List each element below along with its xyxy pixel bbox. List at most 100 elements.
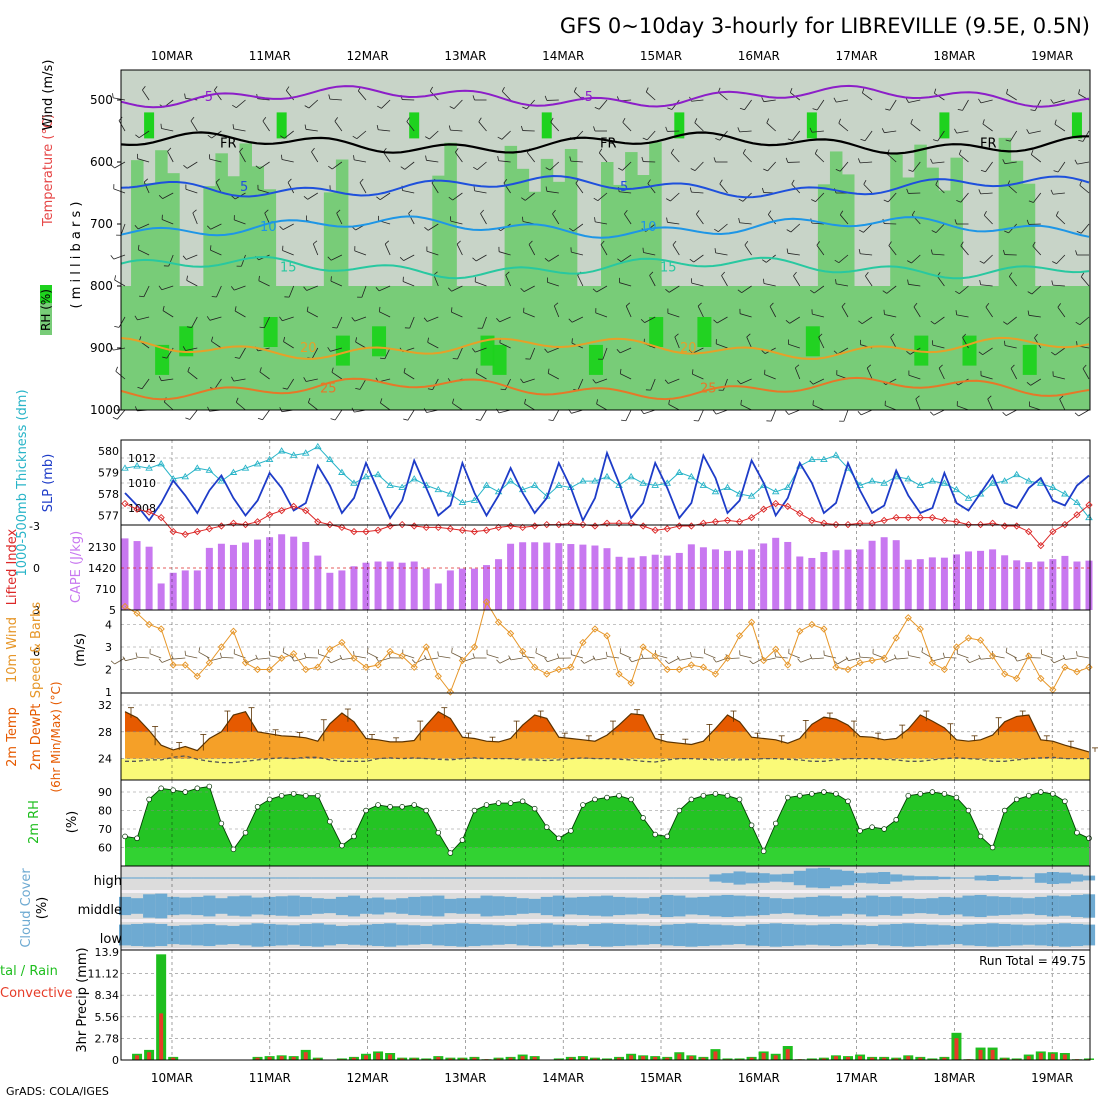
precip-convective-bar [135,1055,140,1060]
wind-barb [524,403,535,411]
wind-barb [1053,375,1065,380]
wind-barb [841,306,849,318]
wind-barb-flag [569,156,572,162]
wind-barb-flag [1004,230,1009,234]
wind-barb-flag [142,86,146,91]
wind-barb-flag [1075,250,1078,256]
wind-barb-flag [809,127,813,133]
wind-barb [1010,130,1018,142]
cloud-cell [203,923,216,947]
wind-barb-flag [605,651,608,657]
cloud-cell [1070,874,1084,882]
precip-convective-bar [376,1053,381,1060]
wind-barb-flag [598,148,603,154]
wind-barb [1033,192,1042,203]
wind-barb [985,306,993,318]
wind-barb-flag [1055,211,1059,216]
precip-convective-bar [303,1052,308,1060]
rh-mid-column [902,177,915,286]
wind-barb [933,409,945,416]
cloud-cell [576,877,589,879]
cloud-cell [1022,877,1035,879]
cloud-cell [432,877,445,879]
wind-barb-flag [452,398,455,404]
cloud-cell [721,894,734,918]
wind-barb-flag [785,410,789,415]
wind-barb [143,181,150,194]
wind-barb-flag [282,387,288,390]
cape-bar [579,544,587,610]
rh-marker [1086,835,1092,841]
cape-bar [302,541,310,610]
precip-tick: 2.78 [95,1032,120,1045]
wind-barb-flag [818,333,823,338]
thickness-marker [446,490,455,497]
wind-barb-flag [713,319,718,324]
rh-high-patch [674,112,685,139]
cloud-cell [323,877,336,879]
wind-barb [691,99,704,102]
wind-barb-flag [1006,88,1009,94]
wind-barb-flag [865,272,869,277]
wind-barb-flag [449,106,455,109]
cloud-cell [805,925,818,945]
wind-barb [1052,284,1065,287]
thickness-marker [579,477,587,484]
precip-tick: 8.34 [95,989,120,1002]
thickness-marker [241,464,250,471]
wind-barb-flag [1003,321,1008,325]
thickness-marker [747,492,756,499]
wind-barb-flag [858,652,861,658]
rh-high-patch [939,112,950,139]
wind10-speed-marker [278,654,286,662]
cape-bar [242,542,249,610]
cloud-cell [311,923,324,947]
wind-barb-flag [1004,340,1006,346]
lifted-index-marker [880,516,888,525]
cloud-cell [155,877,168,879]
wind-barb-flag [303,195,308,200]
cloud-cell [697,877,710,879]
wind-barb [216,285,222,298]
wind-barb [889,99,897,111]
wind-barb [137,316,150,321]
precip-units-label: 3hr Precip (mm) [75,947,90,1052]
wind-barb-flag [785,319,790,324]
wind-barb [619,191,632,194]
wind-barb [456,244,463,256]
isotherm-label: -5 [580,90,593,105]
wind-barb [1079,184,1090,194]
wind-barb-flag [377,105,382,109]
rh-marker [194,785,201,792]
rh-marker [869,824,875,830]
wind-barb-flag [544,257,549,262]
precip-convective-bar [773,1055,778,1060]
wind-barb [649,275,656,287]
wind-barb [935,223,945,233]
cloud-cell [613,923,626,947]
wind-barb [767,161,776,172]
wind-barb [236,401,246,411]
wind-barb-flag [283,336,286,342]
wind-barb-flag [955,310,958,315]
cloud-cell [625,897,638,915]
precip-convective-bar [460,1058,465,1060]
wind-barb [257,657,270,660]
cape-bar [519,542,527,610]
wind-barb [341,657,354,660]
cloud-cell [131,877,144,879]
wind-barb [118,120,126,132]
cape-bar [410,561,418,610]
wind-barb [935,184,945,194]
wind-barb-flag [497,155,500,161]
cape-bar [169,572,177,610]
cloud-cell [878,924,891,946]
rh-marker [652,831,658,838]
wind-barb [938,368,945,380]
wind-barb-flag [451,307,453,313]
wind-barb [863,223,873,233]
rh-marker [965,807,972,814]
cape-bar [145,546,153,610]
